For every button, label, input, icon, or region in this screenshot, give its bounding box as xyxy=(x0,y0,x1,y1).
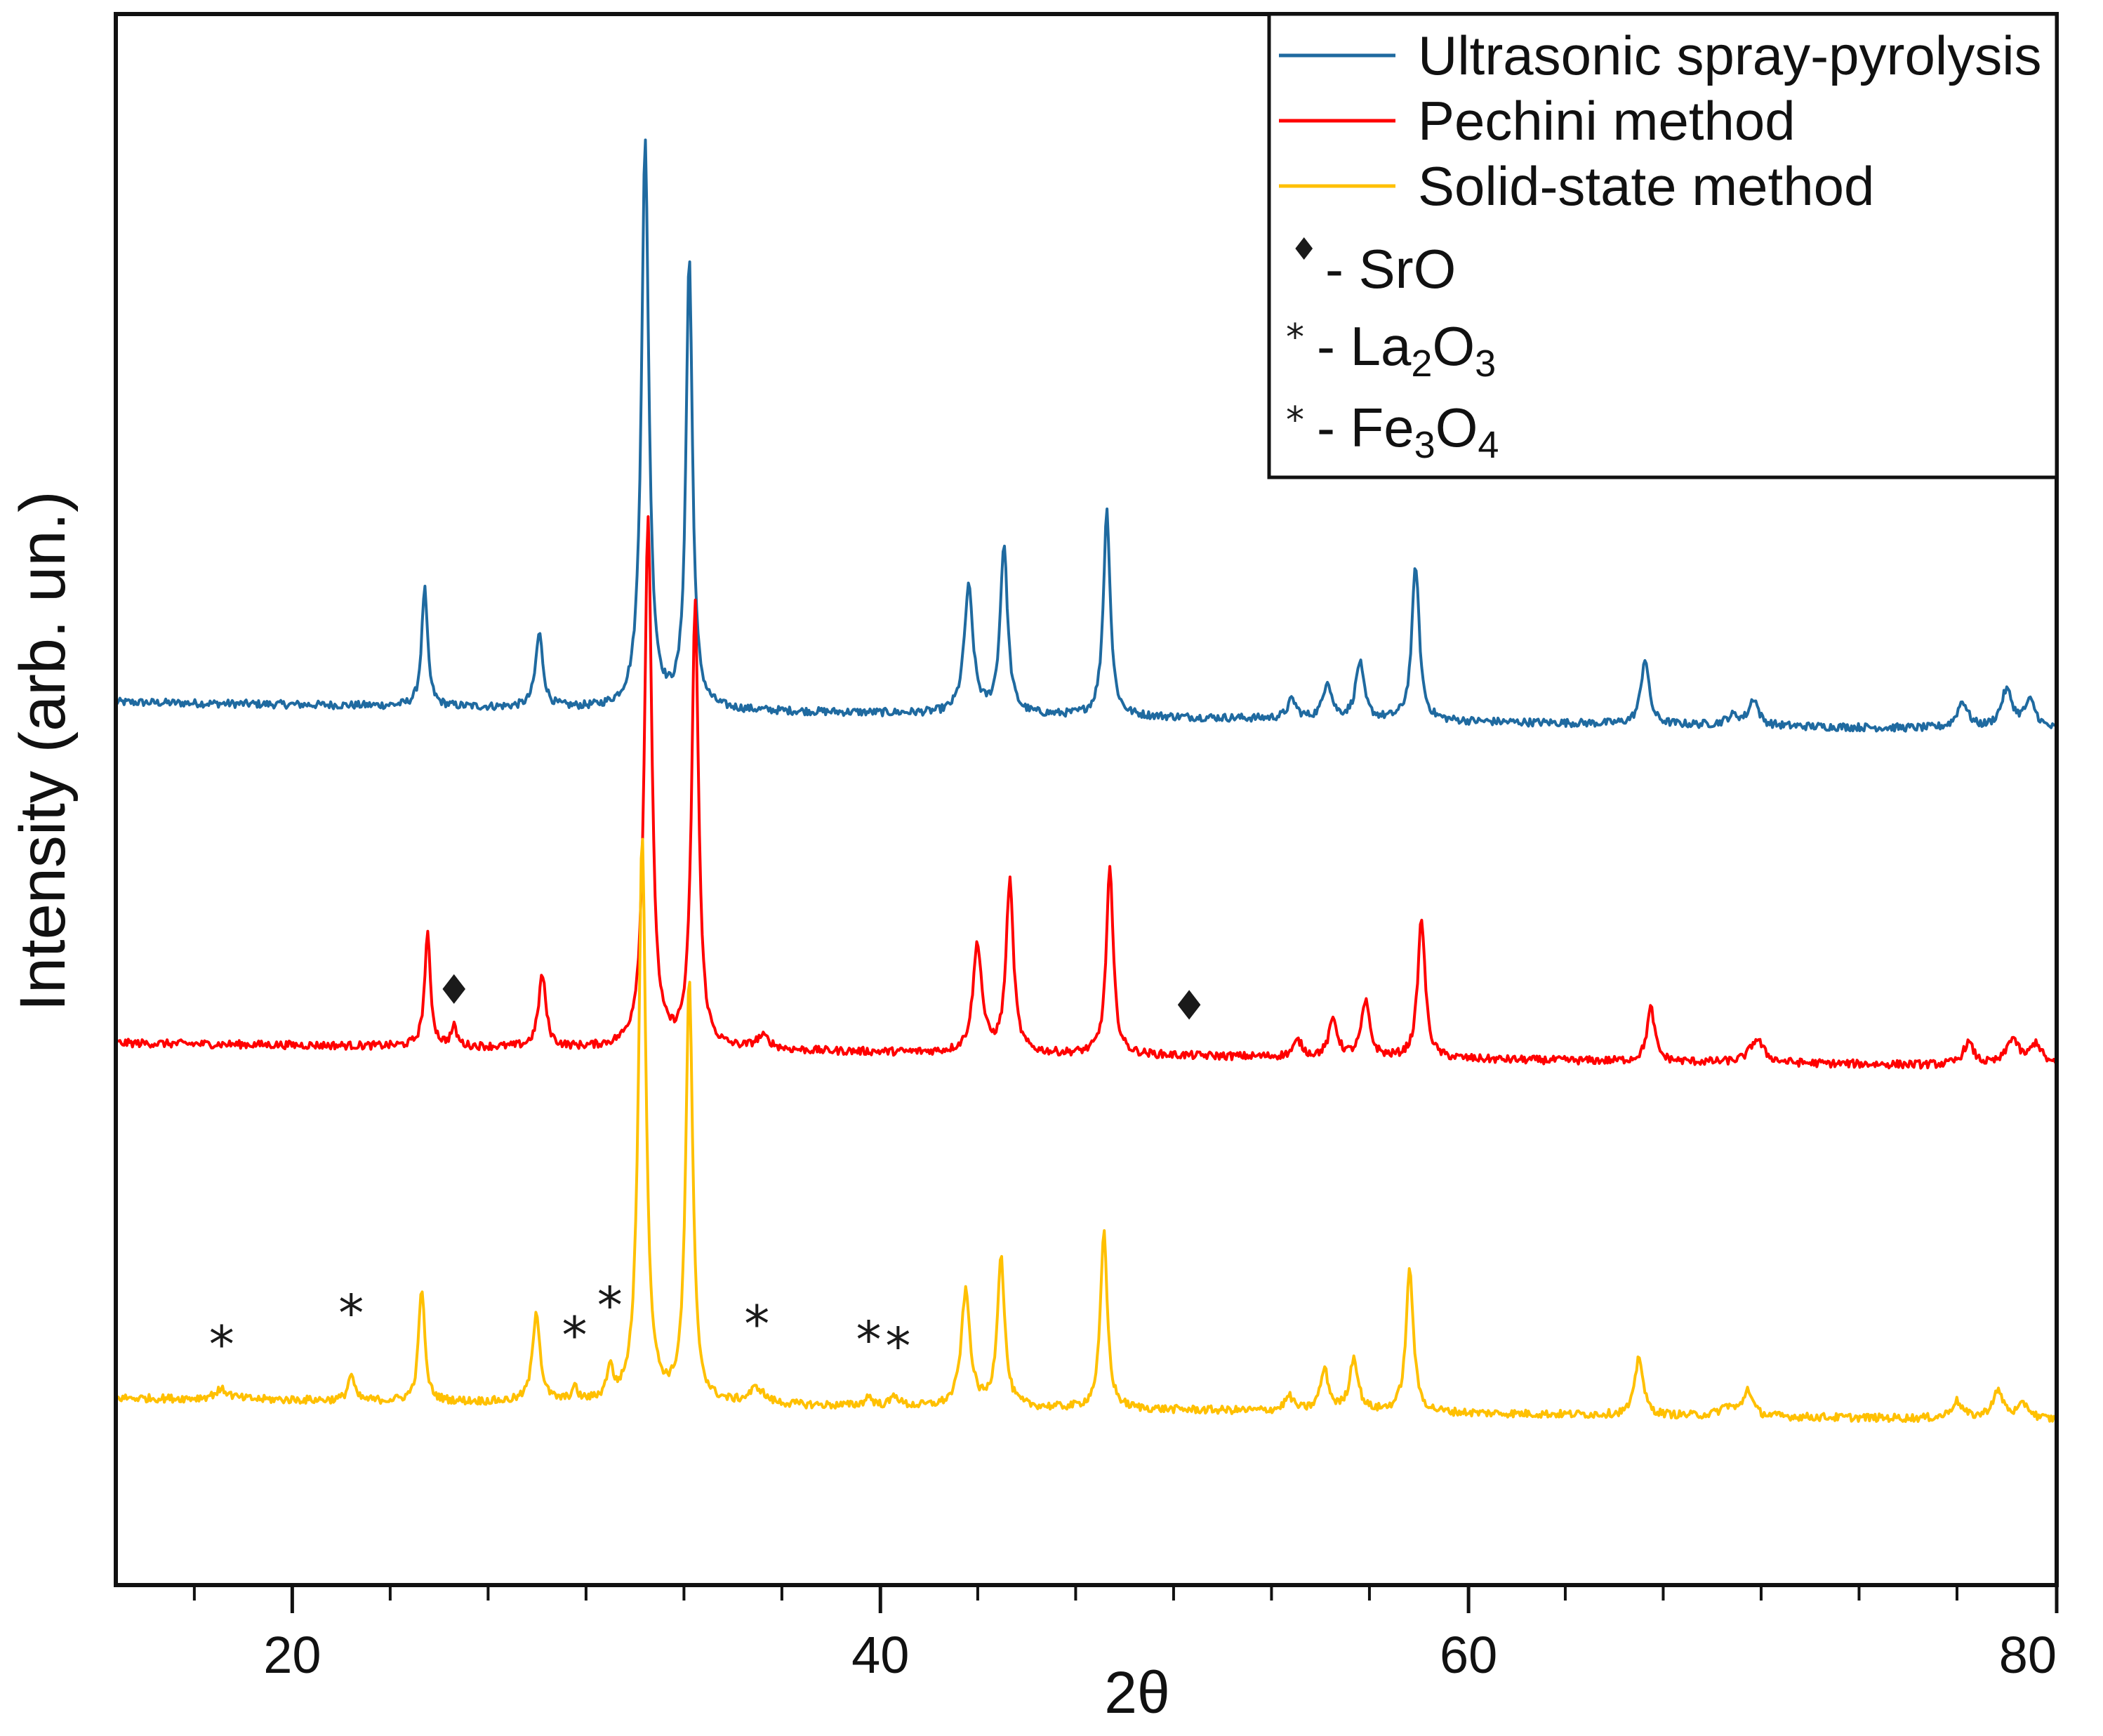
x-tick-label-20: 20 xyxy=(263,1626,321,1684)
sro-marker-0: ♦ xyxy=(436,966,472,1014)
legend-box xyxy=(1267,12,2059,479)
legend-marker-fe3o4: - Fe3O4 xyxy=(1317,397,1499,466)
legend-label-solid-state: Solid-state method xyxy=(1418,155,1874,217)
impurity-marker-4: * xyxy=(562,1306,588,1365)
legend-marker-sro: - SrO xyxy=(1325,238,1456,300)
x-axis-title: 2θ xyxy=(1104,1659,1169,1725)
series-line-2 xyxy=(115,837,2058,1423)
legend-label-pechini: Pechini method xyxy=(1418,90,1796,152)
legend-marker-la2o3: - La2O3 xyxy=(1317,315,1496,385)
legend-asterisk-icon-la2o3: * xyxy=(1286,317,1304,359)
impurity-marker-8: * xyxy=(885,1316,910,1375)
x-tick-label-60: 60 xyxy=(1440,1626,1497,1684)
legend-label-ultrasonic: Ultrasonic spray-pyrolysis xyxy=(1418,25,2042,86)
series-lines xyxy=(114,138,2058,1423)
legend: Ultrasonic spray-pyrolysis Pechini metho… xyxy=(1267,12,2059,479)
impurity-marker-3: * xyxy=(338,1283,364,1342)
series-line-0 xyxy=(114,138,2057,733)
sro-marker-1: ♦ xyxy=(1171,981,1207,1029)
impurity-marker-2: * xyxy=(209,1315,234,1374)
legend-asterisk-icon-fe3o4: * xyxy=(1286,399,1304,442)
peak-annotations: ♦ ♦** ** * * * xyxy=(209,966,1207,1376)
plot-frame xyxy=(114,12,2059,1587)
x-axis-ticks: 20 40 60 80 xyxy=(192,1585,2059,1684)
legend-diamond-icon: ♦ xyxy=(1290,232,1318,267)
series-line-1 xyxy=(114,515,2058,1070)
impurity-marker-7: * xyxy=(856,1311,882,1370)
x-tick-label-80: 80 xyxy=(1999,1626,2057,1684)
x-tick-label-40: 40 xyxy=(851,1626,909,1684)
impurity-marker-6: * xyxy=(744,1294,769,1353)
y-axis-title: Intensity (arb. un.) xyxy=(7,491,79,1011)
impurity-marker-5: * xyxy=(597,1276,623,1334)
